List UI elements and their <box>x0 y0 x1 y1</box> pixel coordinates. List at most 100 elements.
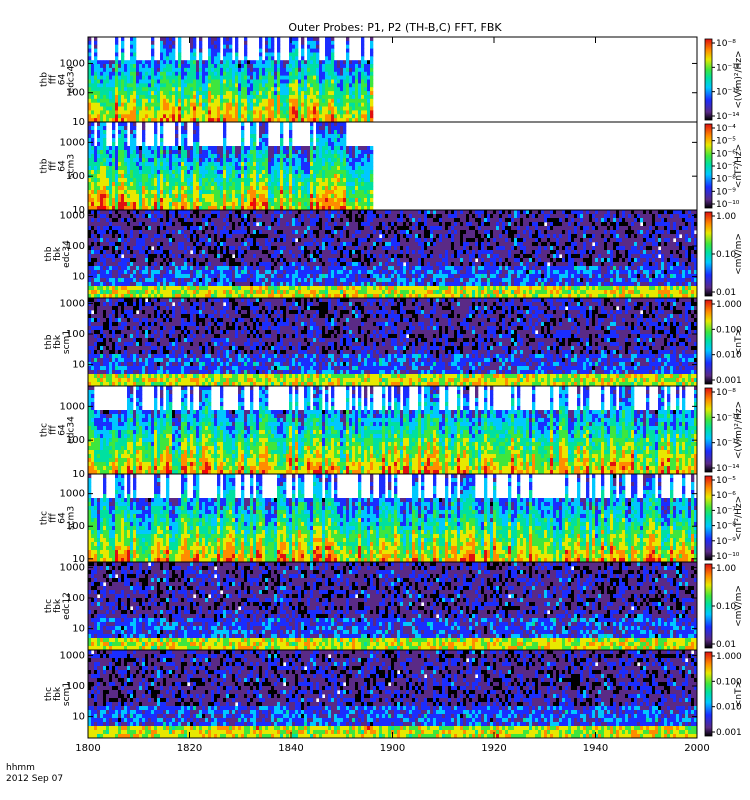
spectrogram-cell <box>187 234 190 238</box>
spectrogram-cell <box>328 80 331 84</box>
spectrogram-cell <box>115 238 118 242</box>
spectrogram-cell <box>247 258 250 262</box>
spectrogram-cell <box>280 107 283 111</box>
spectrogram-cell <box>172 114 175 118</box>
spectrogram-cell <box>325 103 328 107</box>
spectrogram-cell <box>208 99 211 103</box>
spectrogram-cell <box>235 198 238 202</box>
spectrogram-cell <box>325 91 328 95</box>
spectrogram-cell <box>187 60 190 64</box>
spectrogram-cell <box>283 99 286 103</box>
spectrogram-cell <box>349 146 352 150</box>
spectrogram-cell <box>316 76 319 80</box>
spectrogram-cell <box>211 170 214 174</box>
spectrogram-cell <box>160 258 163 262</box>
spectrogram-cell <box>217 186 220 190</box>
spectrogram-cell <box>223 278 226 282</box>
spectrogram-cell <box>295 190 298 194</box>
spectrogram-cell <box>124 87 127 91</box>
spectrogram-cell <box>328 83 331 87</box>
spectrogram-cell <box>109 266 112 270</box>
spectrogram-cell <box>106 68 109 72</box>
spectrogram-cell <box>205 226 208 230</box>
spectrogram-cell <box>226 170 229 174</box>
spectrogram-cell <box>370 87 373 91</box>
spectrogram-cell <box>214 53 217 57</box>
spectrogram-cell <box>241 99 244 103</box>
spectrogram-cell <box>133 76 136 80</box>
spectrogram-cell <box>271 282 274 286</box>
spectrogram-cell <box>247 230 250 234</box>
spectrogram-cell <box>322 202 325 206</box>
spectrogram-cell <box>367 178 370 182</box>
spectrogram-cell <box>340 182 343 186</box>
spectrogram-cell <box>163 60 166 64</box>
spectrogram-cell <box>313 37 316 41</box>
spectrogram-cell <box>253 274 256 278</box>
spectrogram-cell <box>247 218 250 222</box>
spectrogram-cell <box>295 53 298 57</box>
spectrogram-cell <box>121 76 124 80</box>
spectrogram-cell <box>169 202 172 206</box>
spectrogram-cell <box>223 242 226 246</box>
spectrogram-cell <box>211 99 214 103</box>
spectrogram-cell <box>91 286 94 290</box>
spectrogram-cell <box>361 53 364 57</box>
spectrogram-cell <box>196 274 199 278</box>
spectrogram-cell <box>217 262 220 266</box>
spectrogram-cell <box>364 95 367 99</box>
spectrogram-cell <box>139 274 142 278</box>
spectrogram-cell <box>274 222 277 226</box>
spectrogram-cell <box>178 194 181 198</box>
spectrogram-cell <box>208 242 211 246</box>
spectrogram-cell <box>142 174 145 178</box>
spectrogram-cell <box>118 262 121 266</box>
spectrogram-cell <box>265 226 268 230</box>
spectrogram-cell <box>127 202 130 206</box>
spectrogram-cell <box>247 190 250 194</box>
spectrogram-cell <box>346 87 349 91</box>
spectrogram-cell <box>145 146 148 150</box>
spectrogram-cell <box>283 110 286 114</box>
spectrogram-cell <box>301 60 304 64</box>
spectrogram-cell <box>364 99 367 103</box>
spectrogram-cell <box>217 80 220 84</box>
spectrogram-cell <box>169 91 172 95</box>
spectrogram-cell <box>313 150 316 154</box>
spectrogram-cell <box>247 87 250 91</box>
spectrogram-cell <box>358 190 361 194</box>
spectrogram-cell <box>304 146 307 150</box>
spectrogram-cell <box>277 49 280 53</box>
spectrogram-cell <box>331 53 334 57</box>
spectrogram-cell <box>106 190 109 194</box>
spectrogram-cell <box>250 95 253 99</box>
spectrogram-cell <box>223 170 226 174</box>
spectrogram-cell <box>226 158 229 162</box>
spectrogram-cell <box>205 162 208 166</box>
spectrogram-cell <box>169 49 172 53</box>
spectrogram-cell <box>217 266 220 270</box>
spectrogram-cell <box>361 150 364 154</box>
spectrogram-cell <box>331 142 334 146</box>
spectrogram-cell <box>154 214 157 218</box>
spectrogram-cell <box>214 110 217 114</box>
spectrogram-cell <box>103 64 106 68</box>
spectrogram-cell <box>160 60 163 64</box>
spectrogram-cell <box>172 238 175 242</box>
spectrogram-cell <box>193 53 196 57</box>
spectrogram-cell <box>118 222 121 226</box>
spectrogram-cell <box>343 103 346 107</box>
spectrogram-cell <box>151 68 154 72</box>
spectrogram-cell <box>349 107 352 111</box>
spectrogram-cell <box>160 91 163 95</box>
spectrogram-cell <box>187 266 190 270</box>
spectrogram-cell <box>226 80 229 84</box>
spectrogram-cell <box>106 194 109 198</box>
spectrogram-cell <box>208 190 211 194</box>
spectrogram-cell <box>163 282 166 286</box>
spectrogram-cell <box>121 230 124 234</box>
spectrogram-cell <box>97 202 100 206</box>
spectrogram-cell <box>238 286 241 290</box>
spectrogram-cell <box>316 41 319 45</box>
spectrogram-cell <box>172 254 175 258</box>
